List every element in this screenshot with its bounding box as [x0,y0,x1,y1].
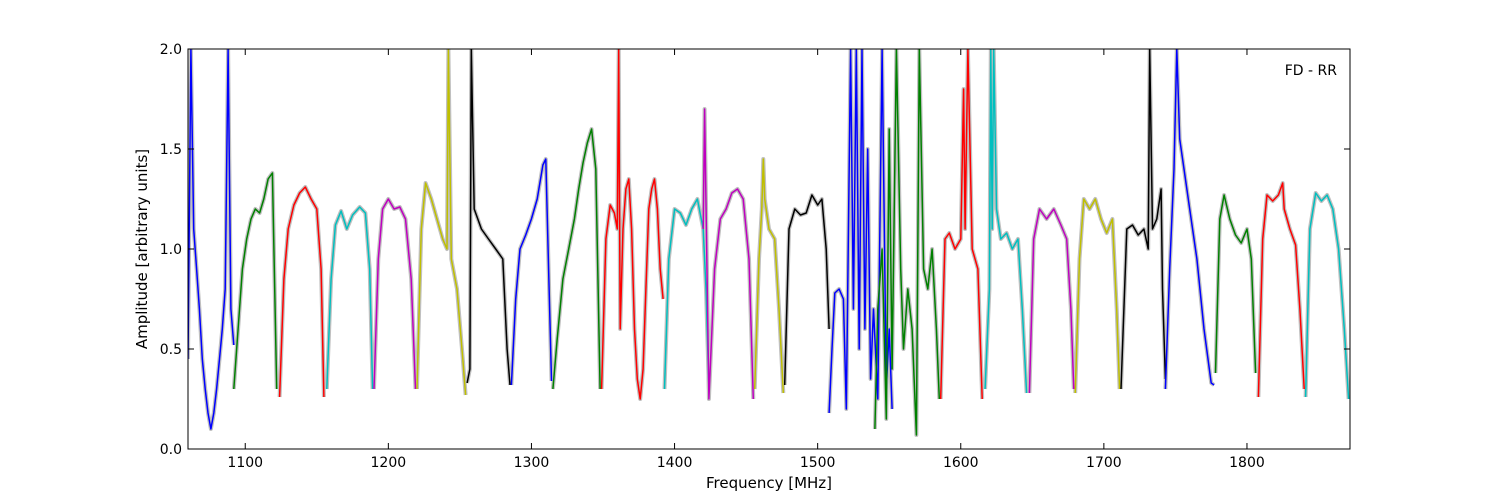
y-tick-label-0.5: 0.5 [160,342,182,358]
series-line-5 [373,198,417,390]
series-line-10 [600,49,664,400]
background-trace-21 [1119,49,1168,390]
series-line-24 [1257,182,1305,398]
series-line-17 [939,49,983,400]
x-tick-label-1600: 1600 [943,455,979,471]
x-tick-label-1200: 1200 [371,455,407,471]
series-line-15 [828,49,893,414]
y-tick-label-1: 1.0 [160,242,182,258]
series-line-11 [663,198,710,390]
background-trace-6 [415,49,468,396]
series-line-14 [783,194,830,386]
series-line-22 [1164,49,1215,390]
background-trace-4 [324,205,375,390]
series-line-6 [416,49,467,396]
series-line-23 [1214,194,1257,374]
series-line-16 [874,49,941,436]
x-tick-label-1500: 1500 [800,455,836,471]
background-spectrum-layer [188,49,1350,437]
series-line-8 [510,158,553,386]
series-line-12 [702,108,755,400]
y-axis-label: Amplitude [arbitrary units] [133,149,151,349]
series-line-4 [326,206,374,390]
x-tick-label-1300: 1300 [514,455,550,471]
background-trace-5 [372,197,418,390]
background-trace-7 [465,49,512,386]
background-trace-23 [1213,193,1258,374]
x-axis-label: Frequency [MHz] [706,474,832,492]
series-line-20 [1074,198,1121,394]
x-tick-label-1100: 1100 [227,455,263,471]
series-line-2 [233,172,278,390]
series-line-7 [466,49,511,386]
series-layer [188,49,1350,436]
annotation-label: FD - RR [1285,63,1338,79]
y-tick-label-2: 2.0 [160,42,182,58]
y-tick-label-0: 0.0 [160,442,182,458]
series-line-1 [188,49,235,430]
x-tick-label-1800: 1800 [1229,455,1265,471]
series-line-25 [1304,192,1350,400]
series-line-21 [1120,49,1167,390]
y-tick-label-1.5: 1.5 [160,142,182,158]
background-trace-10 [599,49,666,401]
ticks-layer: 1100 1200 1300 1400 1500 1600 1700 1800 0.0 0.5 1.… [160,42,1350,471]
series-line-9 [552,128,601,390]
x-tick-label-1700: 1700 [1086,455,1122,471]
series-line-3 [278,186,325,398]
series-line-19 [1028,208,1075,394]
x-tick-label-1400: 1400 [657,455,693,471]
background-trace-9 [550,127,603,390]
background-trace-2 [231,171,279,390]
series-line-18 [984,49,1028,394]
background-trace-22 [1163,49,1216,390]
series-line-13 [753,158,785,394]
background-trace-19 [1027,207,1076,394]
